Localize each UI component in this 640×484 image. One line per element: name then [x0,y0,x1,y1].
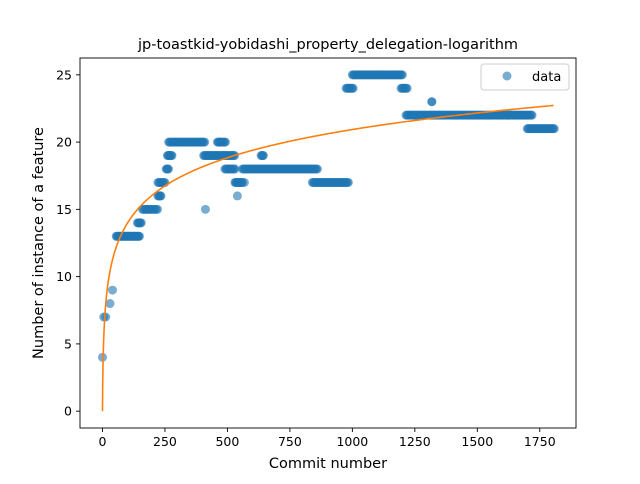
legend: data [480,63,570,91]
data-point [200,137,210,147]
legend-label-data: data [532,70,561,85]
x-tick-label: 0 [99,434,107,449]
y-tick-label: 15 [56,202,72,217]
data-point [220,137,230,147]
data-point [101,312,111,322]
x-tick-label: 750 [278,434,302,449]
plot-frame [79,57,577,429]
data-point [136,218,146,228]
data-point [348,83,358,93]
y-tick-label: 10 [56,269,72,284]
y-tick-label: 5 [64,336,72,351]
data-point [312,164,322,174]
x-tick-label: 500 [215,434,239,449]
y-tick-label: 25 [56,67,72,82]
fit-line [101,104,554,412]
data-point [427,97,437,107]
y-tick-label: 20 [56,135,72,150]
data-layer [97,70,559,412]
data-point [549,124,559,134]
data-point [200,204,210,214]
x-tick-label: 1000 [336,434,368,449]
data-point [397,70,407,80]
y-tick-label: 0 [64,404,72,419]
legend-box [480,63,570,91]
y-axis-label: Number of instance of a feature [31,127,47,359]
x-tick-label: 1250 [399,434,431,449]
tick-layer: 0 250 500 750 1000 1250 1500 1750 0 5 10 15 20 25 [56,67,556,449]
data-point [258,151,268,161]
data-point [107,285,117,295]
data-point [156,191,166,201]
data-point [163,164,173,174]
data-point [232,191,242,201]
x-axis-label: Commit number [269,456,387,472]
data-point [527,110,537,120]
data-point [105,299,115,309]
data-point [402,83,412,93]
data-point [167,151,177,161]
data-point [134,231,144,241]
x-tick-label: 1750 [524,434,556,449]
data-point [239,177,249,187]
chart-title: jp-toastkid-yobidashi_property_delegatio… [137,37,518,53]
data-point [214,137,224,147]
x-tick-label: 250 [153,434,177,449]
data-point [343,177,353,187]
data-point [230,164,240,174]
x-tick-label: 1500 [461,434,493,449]
data-point [152,204,162,214]
legend-marker-data [502,71,512,81]
